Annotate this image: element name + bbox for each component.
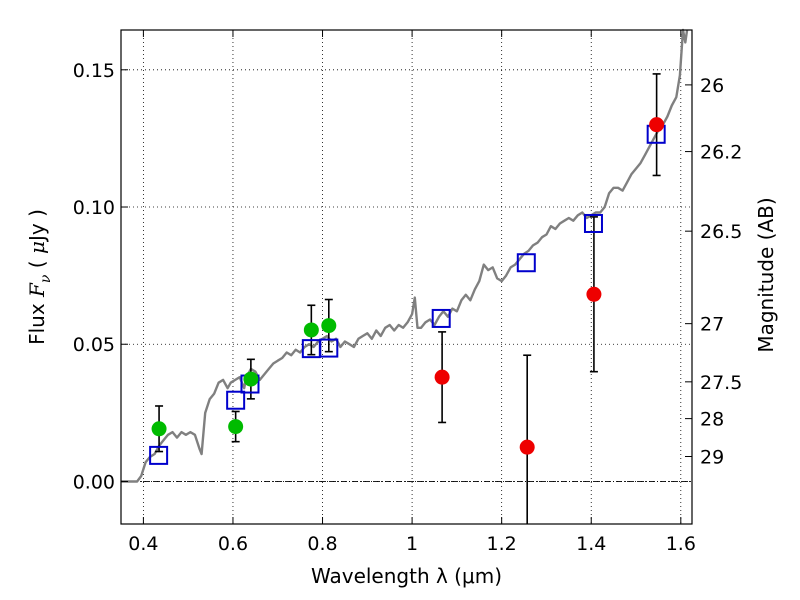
y2-tick-label: 26 (700, 75, 724, 97)
model-square-point (516, 253, 536, 273)
y2-tick-label: 28 (700, 409, 724, 431)
x-tick-label: 1.2 (487, 533, 517, 555)
x-tick-label: 1 (406, 533, 418, 555)
ticks: 0.4 0.6 0.8 1 1.2 1.4 1.6 0.00 0.05 0.10 0.15 26 26.… (73, 30, 742, 555)
green-photometry-point (303, 322, 319, 338)
green-photometry-point (228, 419, 244, 435)
model-square-point (226, 390, 246, 410)
y-tick-label: 0.05 (73, 334, 115, 356)
marks (121, 28, 689, 524)
green-photometry-point (243, 371, 259, 387)
model-square-point (319, 338, 339, 358)
y2-tick-label: 27.5 (700, 372, 742, 394)
x-tick-label: 0.8 (307, 533, 337, 555)
y-axis-label-unit-rest: Jy ) (25, 209, 49, 243)
x-tick-label: 0.6 (218, 533, 248, 555)
y-tick-label: 0.00 (73, 471, 115, 493)
y-tick-label: 0.15 (73, 60, 115, 82)
y-axis-label: Flux Fν ( μJy ) (25, 209, 54, 345)
red-photometry-point (649, 117, 665, 133)
y2-tick-label: 27 (700, 314, 724, 336)
y-axis-label-unit-mu: μ (25, 241, 49, 254)
y-axis-label-unit-open: ( (25, 254, 49, 275)
model-square-point (431, 308, 451, 328)
y-axis-label-subscript: ν (38, 274, 54, 283)
plot-frame (120, 29, 693, 525)
template-spectrum-line (121, 28, 689, 483)
y2-tick-label: 29 (700, 446, 724, 468)
red-photometry-point (519, 439, 535, 455)
green-photometry-point (321, 318, 337, 334)
model-square-point (583, 213, 603, 233)
grid (121, 30, 692, 524)
y-axis-label-prefix: Flux (25, 297, 49, 345)
y2-axis-label: Magnitude (AB) (754, 197, 778, 352)
x-axis-label: Wavelength λ (μm) (311, 564, 502, 588)
red-photometry-point (586, 286, 602, 302)
x-tick-label: 0.4 (128, 533, 158, 555)
model-square-point (149, 445, 169, 465)
y-axis-label-symbol: F (25, 282, 49, 298)
y2-tick-label: 26.2 (700, 142, 742, 164)
x-tick-label: 1.4 (576, 533, 606, 555)
y-tick-label: 0.10 (73, 197, 115, 219)
y2-tick-label: 26.5 (700, 221, 742, 243)
red-photometry-point (434, 369, 450, 385)
green-photometry-point (151, 421, 167, 437)
x-tick-label: 1.6 (666, 533, 696, 555)
